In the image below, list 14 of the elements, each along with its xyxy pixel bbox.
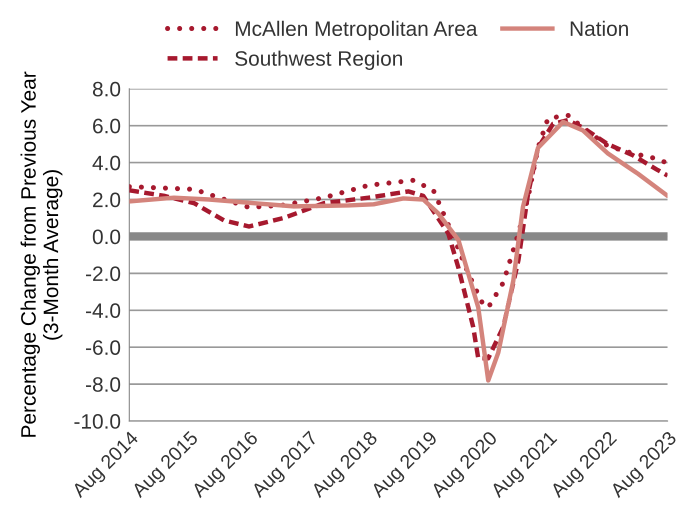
y-tick-label: 8.0 bbox=[92, 82, 120, 97]
y-tick-label: -6.0 bbox=[86, 340, 120, 355]
y-tick-label: 4.0 bbox=[92, 156, 120, 170]
y-tick-label: 6.0 bbox=[93, 118, 120, 134]
y-tick-label: -10.0 bbox=[74, 414, 120, 429]
legend-label: Southwest Region bbox=[235, 50, 402, 70]
y-tick-label: -4.0 bbox=[86, 303, 120, 318]
y-tick-label: -8.0 bbox=[86, 377, 120, 392]
y-tick-label: 0.0 bbox=[92, 229, 120, 244]
legend-label: McAllen Metropolitan Area bbox=[236, 20, 478, 40]
y-tick-label: 2.0 bbox=[93, 192, 120, 208]
y-axis-title: Percentage Change from Previous Year (3-Month Average) bbox=[20, 72, 62, 437]
legend-label: Nation bbox=[570, 20, 628, 36]
y-tick-label: -2.0 bbox=[86, 266, 120, 282]
